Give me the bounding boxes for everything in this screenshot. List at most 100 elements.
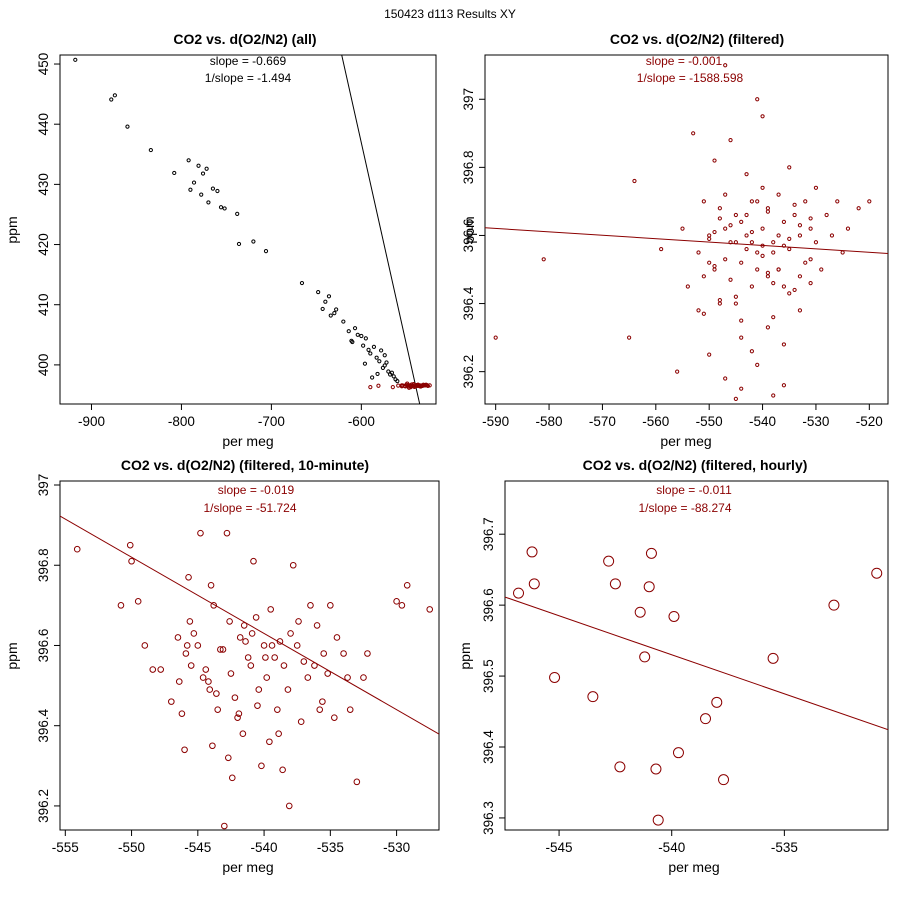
data-point [210, 602, 218, 609]
x-tick-label: -560 [642, 414, 669, 429]
data-point [341, 319, 346, 324]
data-point [191, 180, 197, 185]
data-point [406, 383, 411, 388]
data-point [213, 690, 220, 697]
data-point [284, 686, 292, 693]
data-point [126, 541, 134, 549]
data-point [871, 567, 883, 579]
y-tick-label: 397 [461, 88, 476, 111]
data-point [271, 654, 278, 661]
data-point [493, 335, 498, 340]
y-axis-label: ppm [457, 642, 473, 669]
data-point [327, 602, 334, 609]
data-point [299, 280, 305, 286]
data-point [813, 240, 819, 245]
data-point [609, 578, 621, 590]
data-point [712, 229, 717, 235]
data-point [149, 666, 157, 673]
data-point [867, 199, 872, 204]
data-point [792, 202, 797, 207]
data-point [228, 774, 236, 782]
data-point [733, 396, 738, 401]
panel-title: CO2 vs. d(O2/N2) (filtered, 10-minute) [121, 457, 369, 473]
data-point [346, 706, 354, 713]
x-tick-label: -545 [184, 840, 211, 855]
x-tick-label: -700 [258, 414, 285, 429]
data-point [696, 250, 701, 255]
data-point [760, 226, 765, 231]
x-ticks: -900 -800 -700 -600 [78, 404, 375, 429]
data-point [300, 658, 308, 665]
data-point [728, 240, 733, 245]
y-ticks: 396.2 396.4 396.6 396.8 397 [461, 88, 485, 389]
data-point [148, 147, 153, 153]
fit-line [341, 55, 421, 404]
x-tick-label: -600 [348, 414, 375, 429]
data-point [188, 187, 193, 192]
data-point [376, 383, 381, 388]
y-ticks: 400 410 420 430 440 450 [36, 53, 60, 376]
data-point [632, 178, 637, 184]
data-point [355, 332, 360, 337]
data-point [819, 267, 824, 272]
data-point [393, 598, 400, 605]
data-point [803, 260, 808, 265]
data-point [254, 702, 261, 709]
data-point [240, 622, 248, 629]
data-point [808, 257, 813, 262]
data-point [733, 294, 738, 299]
data-point [765, 325, 771, 330]
data-point [771, 240, 776, 245]
x-axis-label: per meg [660, 433, 711, 449]
data-point [185, 573, 192, 581]
data-point [787, 246, 792, 252]
data-point [744, 246, 749, 252]
data-point [263, 674, 271, 681]
data-point [334, 307, 339, 312]
data-point [771, 393, 776, 398]
data-point [739, 260, 744, 265]
data-point [204, 166, 209, 171]
data-point [712, 264, 717, 269]
data-point [712, 267, 717, 272]
fit-line [485, 227, 888, 254]
data-point [680, 226, 685, 231]
y-tick-label: 450 [36, 53, 51, 76]
data-point [627, 335, 632, 340]
data-point [813, 185, 819, 190]
data-point [368, 351, 373, 356]
data-point [234, 714, 241, 721]
data-point [295, 618, 302, 625]
data-point [117, 602, 125, 609]
data-point [112, 93, 117, 98]
data-point [239, 730, 247, 738]
y-tick-label: 396.5 [481, 659, 496, 693]
y-tick-label: 420 [36, 233, 51, 256]
data-point [797, 274, 803, 279]
data-point [645, 547, 657, 559]
data-point [776, 267, 781, 272]
data-point [255, 686, 263, 693]
data-point [718, 774, 730, 786]
x-tick-label: -580 [536, 414, 563, 429]
points [73, 57, 432, 390]
data-point [749, 349, 754, 354]
data-point [792, 212, 797, 218]
data-point [223, 529, 231, 537]
data-point [685, 284, 690, 289]
data-point [614, 761, 626, 773]
fit-line-group [505, 596, 888, 731]
slope-annotation: slope = -0.011 [656, 483, 732, 497]
data-point [364, 650, 371, 657]
data-point [289, 561, 297, 569]
plot-frame [484, 54, 889, 405]
data-point [260, 642, 268, 649]
x-ticks: -555 -550 -545 -540 -535 -530 [52, 830, 410, 855]
data-point [672, 747, 684, 759]
data-point [739, 335, 744, 340]
data-point [767, 652, 779, 664]
data-point [182, 650, 190, 657]
data-point [190, 630, 198, 637]
data-point [205, 678, 212, 685]
panel-filtered: CO2 vs. d(O2/N2) (filtered) slope = -0.0… [461, 31, 889, 449]
